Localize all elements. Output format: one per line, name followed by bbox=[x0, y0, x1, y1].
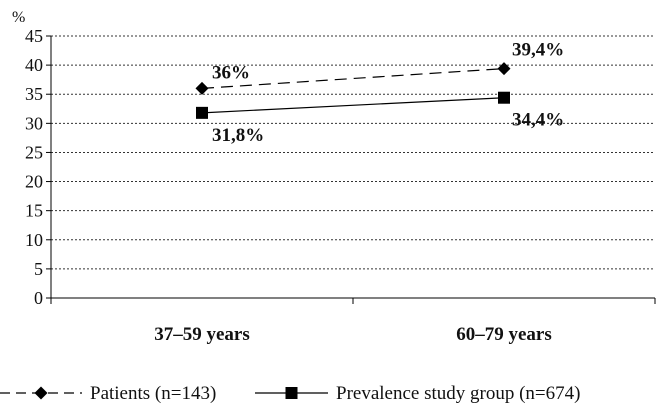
y-tick-label: 5 bbox=[34, 259, 43, 279]
legend-item: Patients (n=143) bbox=[0, 383, 216, 404]
diamond-marker bbox=[195, 81, 209, 95]
x-axis-categories: 37–59 years 60–79 years bbox=[154, 324, 552, 345]
series-prevalence-study-group: 31,8% 34,4% bbox=[196, 91, 564, 146]
legend: Patients (n=143) Prevalence study group (… bbox=[0, 383, 580, 404]
y-tick-label: 30 bbox=[25, 113, 43, 133]
data-label: 36% bbox=[212, 62, 250, 83]
square-marker bbox=[498, 91, 510, 104]
legend-label: Prevalence study group (n=674) bbox=[336, 383, 580, 404]
square-marker bbox=[285, 387, 298, 399]
y-axis-ticks: 0 5 10 15 20 25 30 35 40 45 bbox=[25, 26, 51, 308]
series-group: 36% 39,4% 31,8% 34,4% bbox=[195, 40, 564, 146]
series-line bbox=[201, 68, 505, 89]
legend-label: Patients (n=143) bbox=[90, 383, 216, 404]
y-tick-label: 10 bbox=[25, 230, 43, 250]
x-category-label: 37–59 years bbox=[154, 324, 250, 345]
data-label: 31,8% bbox=[212, 125, 264, 146]
grid-lines bbox=[51, 35, 655, 270]
diamond-marker bbox=[497, 62, 511, 76]
y-tick-label: 25 bbox=[25, 142, 43, 162]
y-tick-label: 0 bbox=[34, 288, 43, 308]
y-axis-unit-label: % bbox=[12, 9, 25, 26]
y-tick-label: 45 bbox=[25, 26, 43, 46]
diamond-marker bbox=[34, 386, 48, 400]
x-category-label: 60–79 years bbox=[456, 324, 552, 345]
y-tick-label: 20 bbox=[25, 172, 43, 192]
series-patients: 36% 39,4% bbox=[195, 40, 564, 95]
legend-item: Prevalence study group (n=674) bbox=[255, 383, 580, 404]
square-marker bbox=[196, 106, 208, 119]
y-tick-label: 40 bbox=[25, 55, 43, 75]
data-label: 39,4% bbox=[512, 40, 564, 61]
data-label: 34,4% bbox=[512, 110, 564, 131]
series-line bbox=[201, 97, 505, 114]
axes bbox=[50, 36, 656, 304]
y-tick-label: 15 bbox=[25, 201, 43, 221]
y-tick-label: 35 bbox=[25, 84, 43, 104]
